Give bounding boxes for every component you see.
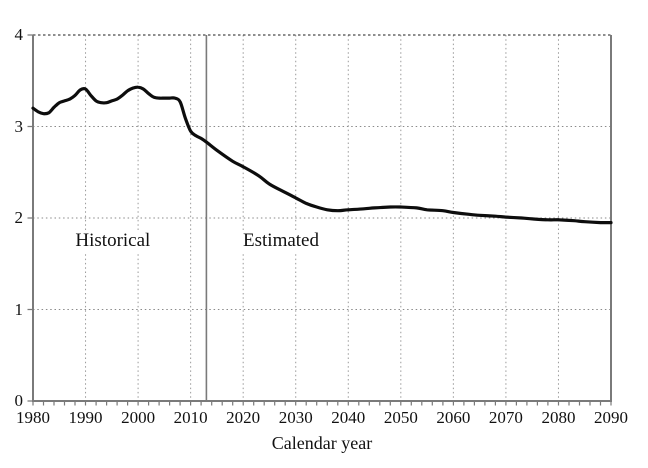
x-tick-label-2000: 2000 [121,408,156,427]
y-tick-label-2: 2 [14,208,24,227]
x-tick-label-2090: 2090 [594,408,628,427]
x-tick-label-1990: 1990 [68,408,103,427]
x-axis-title: Calendar year [271,433,373,453]
x-tick-label-2080: 2080 [541,408,576,427]
x-tick-label-2020: 2020 [226,408,261,427]
x-tick-label-2030: 2030 [278,408,313,427]
x-tick-label-2040: 2040 [331,408,366,427]
x-tick-label-2050: 2050 [383,408,418,427]
y-tick-label-4: 4 [14,25,24,44]
y-tick-label-0: 0 [14,391,24,410]
estimated-region-label: Estimated [239,229,323,252]
y-tick-label-1: 1 [14,299,24,319]
y-tick-label-3: 3 [14,116,24,136]
x-tick-label-1980: 1980 [16,408,50,427]
axis-tick-marks [27,34,612,406]
historical-region-label: Historical [71,229,155,252]
workers-per-beneficiary-curve [31,85,613,225]
x-tick-label-2060: 2060 [436,408,471,427]
x-tick-label-2010: 2010 [173,408,208,427]
x-tick-label-2070: 2070 [488,408,523,427]
